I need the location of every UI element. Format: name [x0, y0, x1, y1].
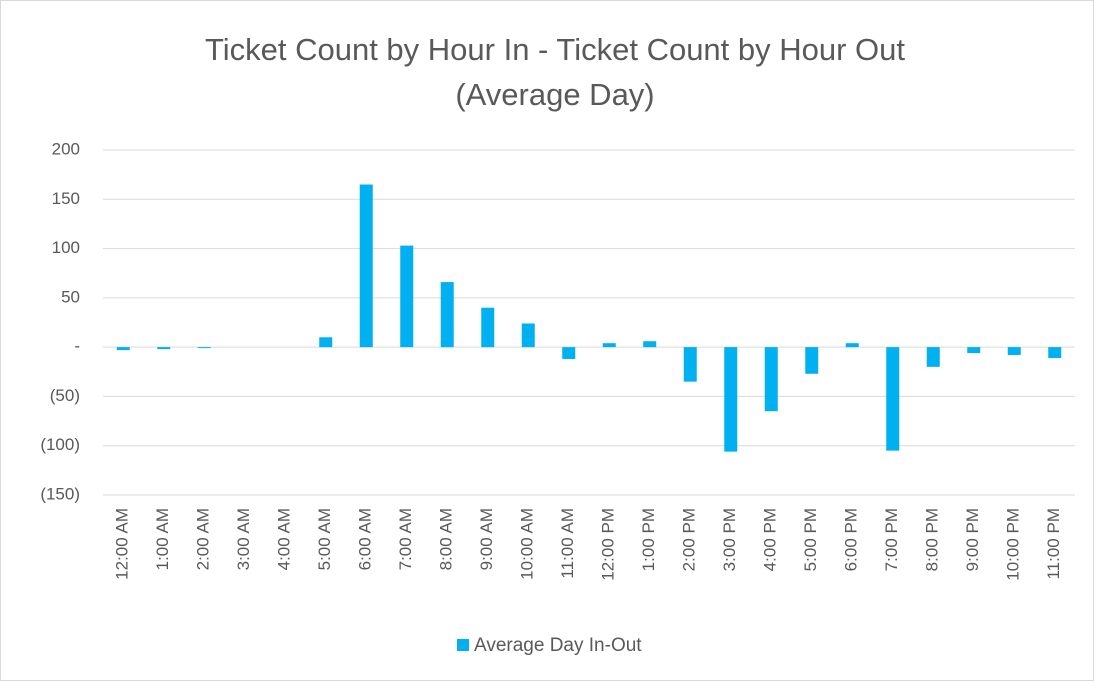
bar: [400, 245, 414, 348]
bar: [926, 347, 940, 367]
y-tick-label: 50: [61, 287, 80, 306]
y-tick-label: (150): [40, 484, 80, 503]
y-tick-label: 100: [52, 238, 80, 257]
chart-title: (Average Day): [455, 77, 654, 112]
y-tick-label: (100): [40, 435, 80, 454]
x-tick-label: 4:00 AM: [275, 508, 294, 570]
x-tick-label: 6:00 PM: [842, 508, 861, 571]
bar: [683, 347, 697, 382]
x-tick-label: 10:00 PM: [1004, 508, 1023, 581]
x-tick-label: 2:00 AM: [194, 508, 213, 570]
x-tick-label: 4:00 PM: [761, 508, 780, 571]
x-tick-label: 11:00 PM: [1044, 508, 1063, 580]
x-tick-label: 9:00 PM: [963, 508, 982, 571]
bar: [440, 282, 454, 348]
chart-title: Ticket Count by Hour In - Ticket Count b…: [205, 32, 905, 67]
bar: [886, 347, 900, 451]
bar: [157, 347, 171, 350]
bar: [805, 347, 819, 374]
x-tick-label: 6:00 AM: [356, 508, 375, 570]
bar: [481, 307, 495, 348]
y-tick-label: 200: [52, 139, 80, 158]
bar: [562, 347, 576, 359]
x-tick-label: 10:00 AM: [518, 508, 537, 580]
x-tick-label: 1:00 PM: [639, 508, 658, 571]
x-tick-label: 3:00 AM: [234, 508, 253, 570]
bar: [197, 347, 211, 349]
x-tick-label: 7:00 AM: [396, 508, 415, 570]
x-tick-label: 3:00 PM: [720, 508, 739, 571]
y-tick-label: (50): [50, 386, 80, 405]
x-tick-label: 12:00 PM: [599, 508, 618, 581]
x-tick-label: 11:00 AM: [558, 508, 577, 579]
x-tick-label: 7:00 PM: [882, 508, 901, 571]
x-tick-label: 8:00 PM: [923, 508, 942, 571]
x-tick-label: 9:00 AM: [477, 508, 496, 570]
bar: [521, 323, 535, 348]
x-tick-label: 2:00 PM: [680, 508, 699, 571]
y-tick-label: -: [74, 337, 80, 356]
x-tick-label: 1:00 AM: [153, 508, 172, 570]
bar: [319, 337, 333, 348]
y-tick-label: 150: [52, 189, 80, 208]
bar: [602, 343, 616, 348]
bar: [359, 184, 373, 348]
bar: [1007, 347, 1021, 356]
bar: [643, 341, 657, 348]
bar: [967, 347, 981, 354]
x-tick-label: 5:00 PM: [801, 508, 820, 571]
x-tick-label: 8:00 AM: [437, 508, 456, 570]
bar: [764, 347, 778, 412]
legend-label: Average Day In-Out: [474, 635, 642, 656]
bar: [724, 347, 738, 452]
bar: [116, 347, 130, 351]
bar: [1048, 347, 1062, 358]
x-tick-label: 5:00 AM: [315, 508, 334, 570]
x-tick-label: 12:00 AM: [113, 508, 132, 580]
legend-swatch: [457, 639, 469, 651]
bar: [845, 343, 859, 348]
